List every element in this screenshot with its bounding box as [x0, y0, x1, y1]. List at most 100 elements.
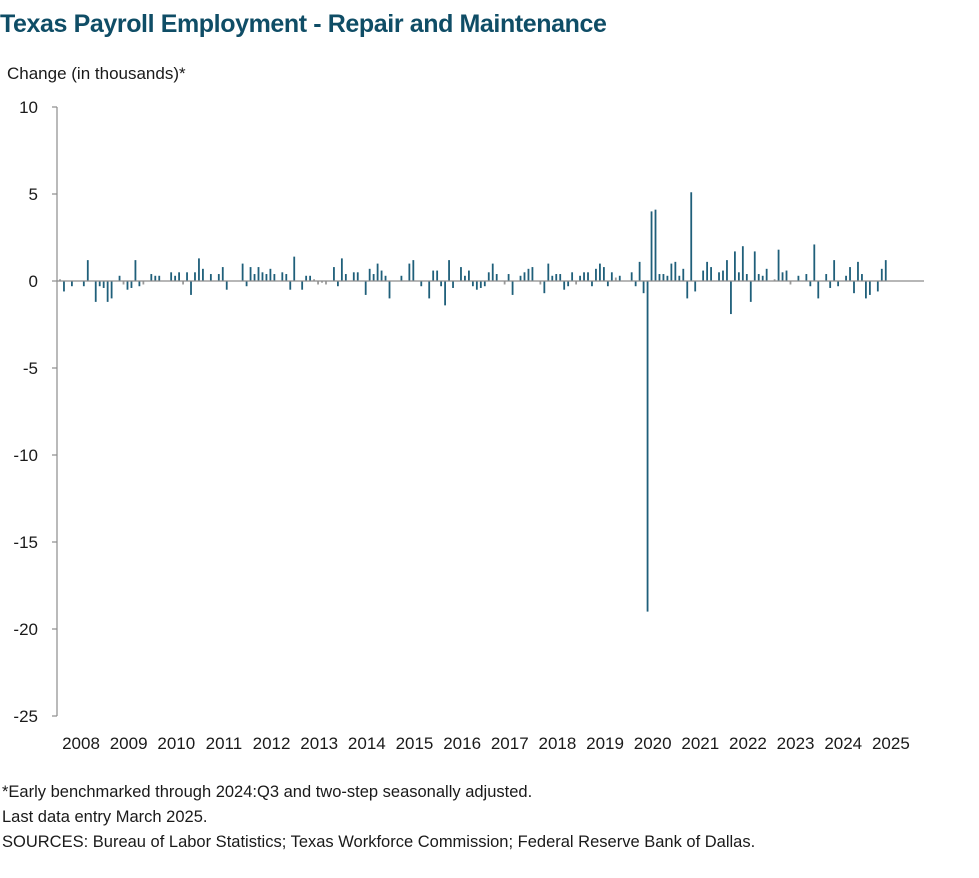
bar [726, 260, 728, 281]
bar [202, 268, 204, 281]
bar [845, 275, 847, 281]
bar [436, 270, 439, 281]
bar [245, 281, 248, 287]
axes-group [56, 107, 924, 716]
x-tick-label: 2015 [396, 734, 434, 753]
bar [337, 281, 339, 287]
chart-title: Texas Payroll Employment - Repair and Ma… [0, 10, 607, 38]
bar [718, 272, 720, 281]
bar [638, 261, 641, 281]
bar [249, 267, 252, 281]
bar [289, 281, 292, 290]
bar [82, 281, 85, 287]
bar [690, 192, 693, 281]
bar [519, 275, 522, 281]
x-tick-label: 2025 [872, 734, 910, 753]
bar [190, 281, 192, 295]
bar [388, 281, 391, 299]
bar [797, 275, 800, 281]
bar [682, 268, 685, 281]
bar [321, 281, 323, 283]
bar [567, 281, 570, 287]
bar [884, 260, 887, 281]
bar [861, 274, 863, 281]
bar [376, 263, 379, 281]
bar [571, 272, 574, 281]
x-ticks-group: 2008 2009 2010 2011 2012 2013 2014 2015 2016 2017… [62, 734, 910, 753]
bar [479, 281, 482, 288]
bar [837, 281, 840, 287]
footnote-last-entry: Last data entry March 2025. [2, 808, 208, 826]
bar [642, 281, 645, 294]
x-tick-label: 2013 [300, 734, 338, 753]
bar [281, 272, 284, 281]
x-tick-label: 2021 [681, 734, 719, 753]
bar [241, 263, 244, 281]
bar [182, 281, 184, 285]
bar [503, 281, 506, 285]
bar [785, 270, 788, 281]
bar [198, 258, 200, 281]
x-tick-label: 2010 [157, 734, 195, 753]
bar [702, 270, 705, 281]
bar [833, 260, 836, 281]
bar [209, 274, 212, 281]
bar [610, 272, 613, 281]
bar [333, 267, 335, 281]
bar [325, 281, 327, 285]
bar [523, 272, 526, 281]
bar [591, 281, 593, 287]
bar [825, 274, 828, 281]
bar [344, 274, 347, 281]
bar [428, 281, 431, 299]
bar [583, 272, 585, 281]
bar [527, 268, 530, 281]
y-tick-label: -5 [23, 359, 38, 378]
bar [372, 274, 375, 281]
bar [487, 272, 490, 281]
x-tick-label: 2017 [491, 734, 529, 753]
bar [261, 272, 264, 281]
bar [511, 281, 514, 295]
y-tick-label: -20 [13, 620, 38, 639]
y-axis-label: Change (in thousands)* [7, 64, 186, 83]
bar [380, 270, 383, 281]
bar [575, 281, 577, 285]
bar [543, 281, 546, 294]
y-tick-label: -10 [13, 446, 38, 465]
bar [606, 281, 609, 287]
bar [317, 281, 319, 285]
bar [686, 281, 689, 299]
y-tick-label: -25 [13, 707, 38, 726]
bar [531, 267, 534, 281]
bar [412, 260, 415, 281]
bar [650, 211, 653, 281]
bar [225, 281, 228, 290]
bar [706, 261, 709, 281]
bar [563, 281, 566, 290]
x-tick-label: 2020 [634, 734, 672, 753]
bar [491, 263, 494, 281]
bar [805, 274, 808, 281]
bar [448, 260, 450, 281]
bar [221, 267, 224, 281]
bar [868, 281, 871, 295]
bar [471, 281, 474, 287]
bar [734, 251, 736, 281]
bar [555, 274, 558, 281]
bar [674, 261, 677, 281]
bar [194, 272, 196, 281]
bar [293, 256, 296, 281]
bar [432, 270, 435, 281]
x-tick-label: 2023 [777, 734, 815, 753]
bar [777, 249, 780, 281]
bar [602, 267, 605, 281]
bar [507, 274, 510, 281]
bar [384, 275, 387, 281]
bar [773, 279, 776, 281]
bar [781, 272, 784, 281]
bar [666, 275, 669, 281]
bar [420, 281, 423, 287]
bar [86, 260, 89, 281]
